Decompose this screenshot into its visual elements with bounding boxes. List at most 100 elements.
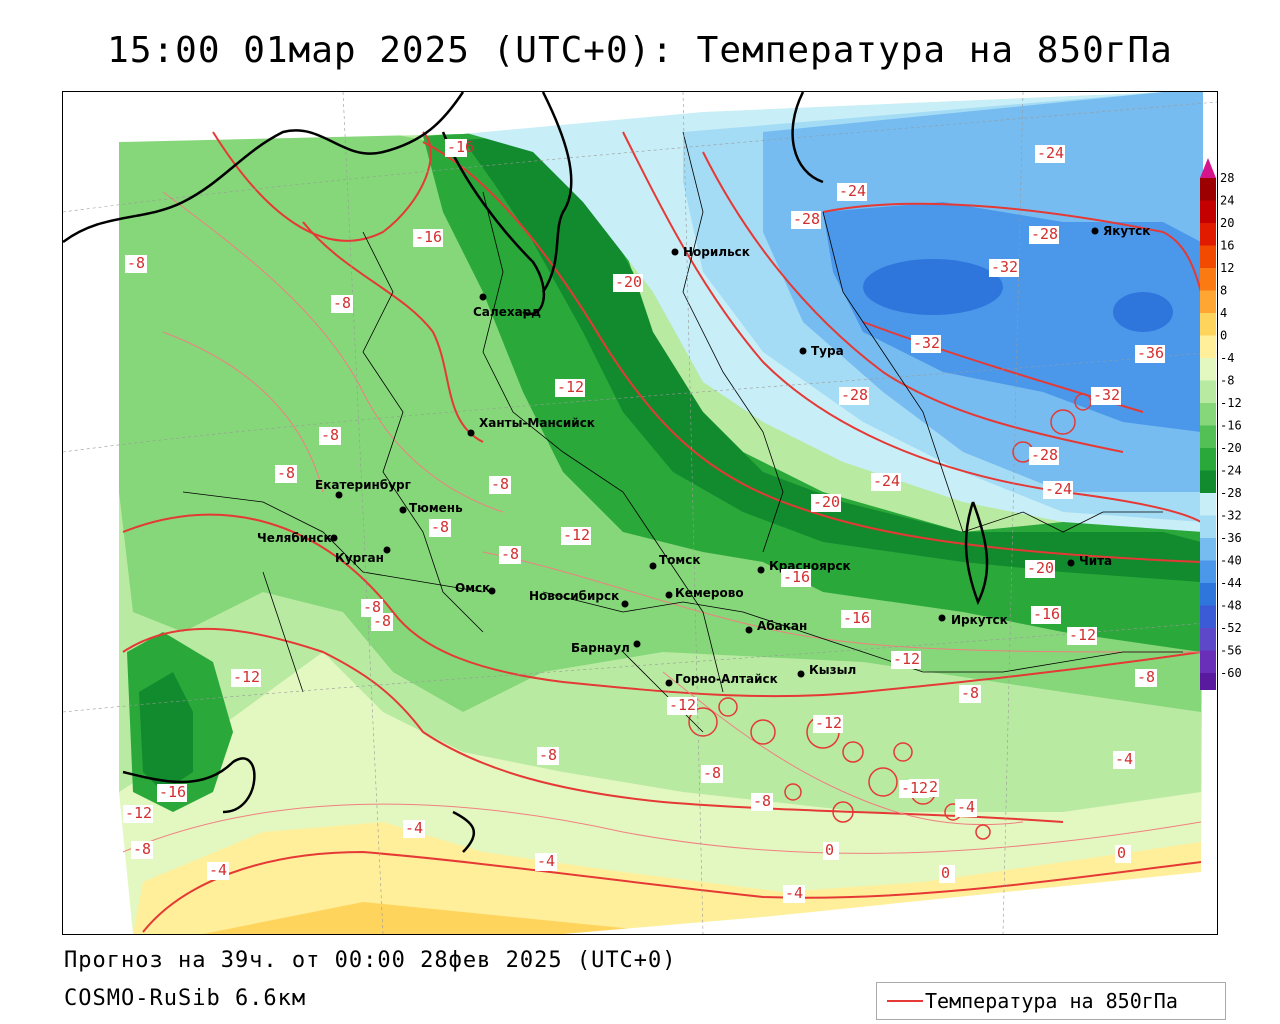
svg-text:Норильск: Норильск xyxy=(683,245,750,259)
svg-text:-24: -24 xyxy=(873,472,900,490)
svg-text:Кемерово: Кемерово xyxy=(675,586,744,600)
colorbar-swatch xyxy=(1200,200,1216,223)
legend-label: Температура на 850гПа xyxy=(925,989,1178,1013)
region-deep-blue xyxy=(823,202,1201,432)
svg-text:-8: -8 xyxy=(321,426,339,444)
svg-text:-8: -8 xyxy=(703,764,721,782)
city-novosibirsk[interactable]: Новосибирск xyxy=(529,589,629,608)
svg-text:-24: -24 xyxy=(839,182,866,200)
city-chita[interactable]: Чита xyxy=(1067,554,1113,568)
isotherm-thin-lines xyxy=(122,191,1202,854)
colorbar-swatch xyxy=(1200,560,1216,583)
isotherm-labels: -16 -16 -8 -8 -8 -8 -8 -8 -8 -20 -24 -28… xyxy=(123,138,1165,903)
legend-line-swatch xyxy=(887,1000,923,1002)
colorbar-tick-label: 20 xyxy=(1220,216,1234,230)
colorbar-tick-label: -12 xyxy=(1220,396,1242,410)
svg-text:-32: -32 xyxy=(991,258,1018,276)
svg-text:Горно-Алтайск: Горно-Алтайск xyxy=(675,672,778,686)
svg-text:-12: -12 xyxy=(233,668,260,686)
city-ekaterinburg[interactable]: Екатеринбург xyxy=(315,478,411,499)
colorbar-swatch xyxy=(1200,605,1216,628)
svg-text:Кызыл: Кызыл xyxy=(809,663,856,677)
svg-text:Иркутск: Иркутск xyxy=(951,613,1008,627)
colorbar-tick-label: -40 xyxy=(1220,554,1242,568)
city-irkutsk[interactable]: Иркутск xyxy=(938,613,1008,627)
colorbar-swatch xyxy=(1200,650,1216,673)
city-salekhard[interactable]: Салехард xyxy=(473,293,541,320)
svg-text:-12: -12 xyxy=(557,378,584,396)
svg-text:-8: -8 xyxy=(501,545,519,563)
colorbar-tick-label: -28 xyxy=(1220,486,1242,500)
svg-text:-16: -16 xyxy=(415,228,442,246)
legend: Температура на 850гПа xyxy=(876,982,1226,1020)
city-khanty-mansiysk[interactable]: Ханты-Мансийск xyxy=(467,416,595,437)
svg-text:-8: -8 xyxy=(961,684,979,702)
city-barnaul[interactable]: Барнаул xyxy=(571,640,641,656)
colorbar-swatch xyxy=(1200,673,1216,690)
svg-text:-12: -12 xyxy=(669,696,696,714)
svg-text:-32: -32 xyxy=(913,334,940,352)
svg-text:-4: -4 xyxy=(1115,750,1133,768)
svg-text:-28: -28 xyxy=(1031,446,1058,464)
svg-text:-8: -8 xyxy=(363,598,381,616)
svg-text:-16: -16 xyxy=(783,568,810,586)
colorbar-swatch xyxy=(1200,628,1216,651)
colorbar-tick-label: -60 xyxy=(1220,666,1242,680)
svg-text:-20: -20 xyxy=(1027,559,1054,577)
svg-text:-12: -12 xyxy=(815,714,842,732)
city-abakan[interactable]: Абакан xyxy=(745,619,808,634)
admin-boundaries xyxy=(182,131,1183,733)
colorbar-tick-label: -48 xyxy=(1220,599,1242,613)
temperature-map[interactable]: Норильск Якутск Салехард Тура Ханты-Манс… xyxy=(62,91,1218,935)
colorbar-swatch xyxy=(1200,538,1216,561)
colorbar-arrow-top xyxy=(1200,158,1216,178)
colorbar-tick-label: -36 xyxy=(1220,531,1242,545)
colorbar-tick-label: 4 xyxy=(1220,306,1227,320)
svg-text:Ханты-Мансийск: Ханты-Мансийск xyxy=(479,416,595,430)
svg-text:-12: -12 xyxy=(125,804,152,822)
svg-text:-32: -32 xyxy=(1093,386,1120,404)
city-norilsk[interactable]: Норильск xyxy=(671,245,750,259)
colorbar-swatch xyxy=(1200,290,1216,313)
city-kurgan[interactable]: Курган xyxy=(335,546,391,566)
svg-text:-12: -12 xyxy=(893,650,920,668)
colorbar-swatch xyxy=(1200,335,1216,358)
cities: Норильск Якутск Салехард Тура Ханты-Манс… xyxy=(257,224,1150,687)
map-canvas: Норильск Якутск Салехард Тура Ханты-Манс… xyxy=(63,92,1217,934)
svg-text:-8: -8 xyxy=(133,840,151,858)
city-yakutsk[interactable]: Якутск xyxy=(1091,224,1151,238)
city-tomsk[interactable]: Томск xyxy=(649,553,701,570)
svg-text:Салехард: Салехард xyxy=(473,305,541,319)
region-warm-yellow xyxy=(203,902,683,934)
colorbar-tick-label: 28 xyxy=(1220,171,1234,185)
svg-text:0: 0 xyxy=(1117,844,1126,862)
city-omsk[interactable]: Омск xyxy=(455,581,496,595)
colorbar-tick-label: -44 xyxy=(1220,576,1242,590)
colorbar-swatch xyxy=(1200,223,1216,246)
svg-text:-8: -8 xyxy=(127,254,145,272)
colorbar-swatch xyxy=(1200,268,1216,291)
region-west-colder xyxy=(139,672,193,792)
colorbar-swatch xyxy=(1200,380,1216,403)
svg-text:Новосибирск: Новосибирск xyxy=(529,589,619,603)
svg-text:-16: -16 xyxy=(843,609,870,627)
svg-text:Тура: Тура xyxy=(811,344,844,358)
svg-text:Барнаул: Барнаул xyxy=(571,641,630,655)
svg-text:-8: -8 xyxy=(431,518,449,536)
outside-domain-west xyxy=(63,92,133,934)
city-kyzyl[interactable]: Кызыл xyxy=(797,663,857,678)
svg-text:-20: -20 xyxy=(615,273,642,291)
colorbar-tick-label: -56 xyxy=(1220,644,1242,658)
city-tyumen[interactable]: Тюмень xyxy=(399,501,464,515)
city-chelyabinsk[interactable]: Челябинск xyxy=(257,531,338,545)
city-gorno-altaysk[interactable]: Горно-Алтайск xyxy=(665,672,778,687)
svg-text:-16: -16 xyxy=(447,138,474,156)
colorbar-tick-label: -52 xyxy=(1220,621,1242,635)
colorbar-tick-label: 0 xyxy=(1220,329,1227,343)
svg-text:-4: -4 xyxy=(537,852,555,870)
svg-text:-4: -4 xyxy=(209,861,227,879)
svg-text:0: 0 xyxy=(825,841,834,859)
city-kemerovo[interactable]: Кемерово xyxy=(665,586,744,600)
colorbar-tick-label: 24 xyxy=(1220,194,1234,208)
city-tura[interactable]: Тура xyxy=(799,344,844,358)
